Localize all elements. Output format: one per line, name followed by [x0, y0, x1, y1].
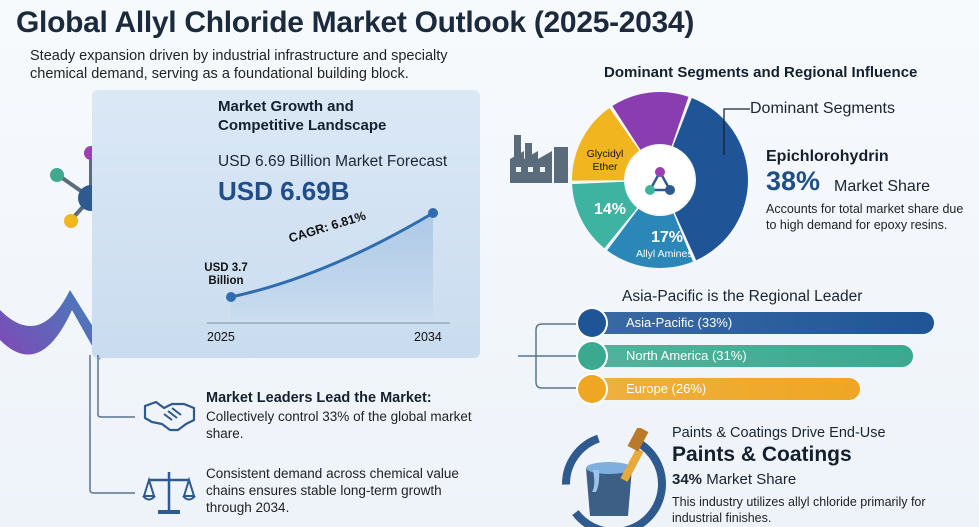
donut-slice-4: [612, 92, 689, 150]
paints-pct: 34%: [672, 471, 703, 488]
region-bar: [584, 345, 913, 367]
connector-lines: [89, 355, 135, 494]
region-bubble: [578, 309, 606, 337]
paints-pct-label: Market Share: [706, 471, 797, 488]
donut-slice-1: [607, 208, 693, 268]
donut-slice-2: [572, 181, 638, 249]
region-bar: [584, 312, 934, 334]
glycidyl-label: Glycidyl Ether: [586, 148, 624, 173]
region-bubble: [578, 375, 606, 403]
region-bar-label: Europe (26%): [626, 381, 707, 396]
year-start-label: 2025: [207, 330, 235, 344]
donut-slice-0: [673, 97, 748, 261]
segment-pct-label: Market Share: [834, 178, 931, 195]
regions-heading: Asia-Pacific is the Regional Leader: [622, 288, 863, 305]
region-bar-label: Asia-Pacific (33%): [626, 315, 733, 330]
paints-description: This industry utilizes allyl chloride pr…: [672, 495, 926, 525]
paints-heading: Paints & Coatings Drive End-Use: [672, 425, 886, 441]
dominant-segments-label: Dominant Segments: [750, 100, 895, 117]
donut-slice-3: [572, 107, 640, 181]
region-bracket: [518, 323, 580, 389]
segments-heading: Dominant Segments and Regional Influence: [604, 64, 918, 81]
handshake-icon: [143, 400, 196, 432]
segment-name: Epichlorohydrin: [766, 148, 889, 165]
start-value-label: USD 3.7 Billion: [204, 262, 248, 287]
forecast-line: USD 6.69 Billion Market Forecast: [218, 153, 448, 170]
forecast-value: USD 6.69B: [218, 176, 350, 206]
page-subtitle: Steady expansion driven by industrial in…: [30, 48, 448, 82]
allyl-amines-label: Allyl Amines: [636, 248, 693, 260]
growth-heading: Market Growth and Competitive Landscape: [218, 98, 387, 134]
leaders-title: Market Leaders Lead the Market:: [206, 390, 432, 406]
region-bar-label: North America (31%): [626, 348, 747, 363]
segment-description: Accounts for total market share due to h…: [766, 202, 964, 232]
segments-donut-chart: [572, 92, 748, 268]
start-point: [226, 292, 236, 302]
leaders-text: Collectively control 33% of the global m…: [206, 409, 472, 441]
allyl-pct-label: 17%: [651, 229, 684, 246]
segment-pct: 38%: [766, 166, 821, 196]
paints-share: 34% Market Share: [672, 471, 796, 488]
molecule-center-icon: [645, 167, 675, 195]
year-end-label: 2034: [414, 330, 442, 344]
balance-scale-icon: [142, 472, 196, 514]
paints-name: Paints & Coatings: [672, 443, 852, 466]
dominant-leader-line: [723, 108, 750, 155]
page-title: Global Allyl Chloride Market Outlook (20…: [16, 6, 695, 39]
factory-icon: [510, 135, 568, 183]
donut-center: [626, 146, 694, 214]
growth-curve: [207, 208, 450, 324]
paint-bucket-icon: [562, 428, 666, 527]
region-bubble: [578, 342, 606, 370]
stability-text: Consistent demand across chemical value …: [206, 466, 459, 515]
region-bar: [584, 378, 860, 400]
end-point: [428, 208, 438, 218]
other-pct-label: 14%: [594, 201, 627, 218]
